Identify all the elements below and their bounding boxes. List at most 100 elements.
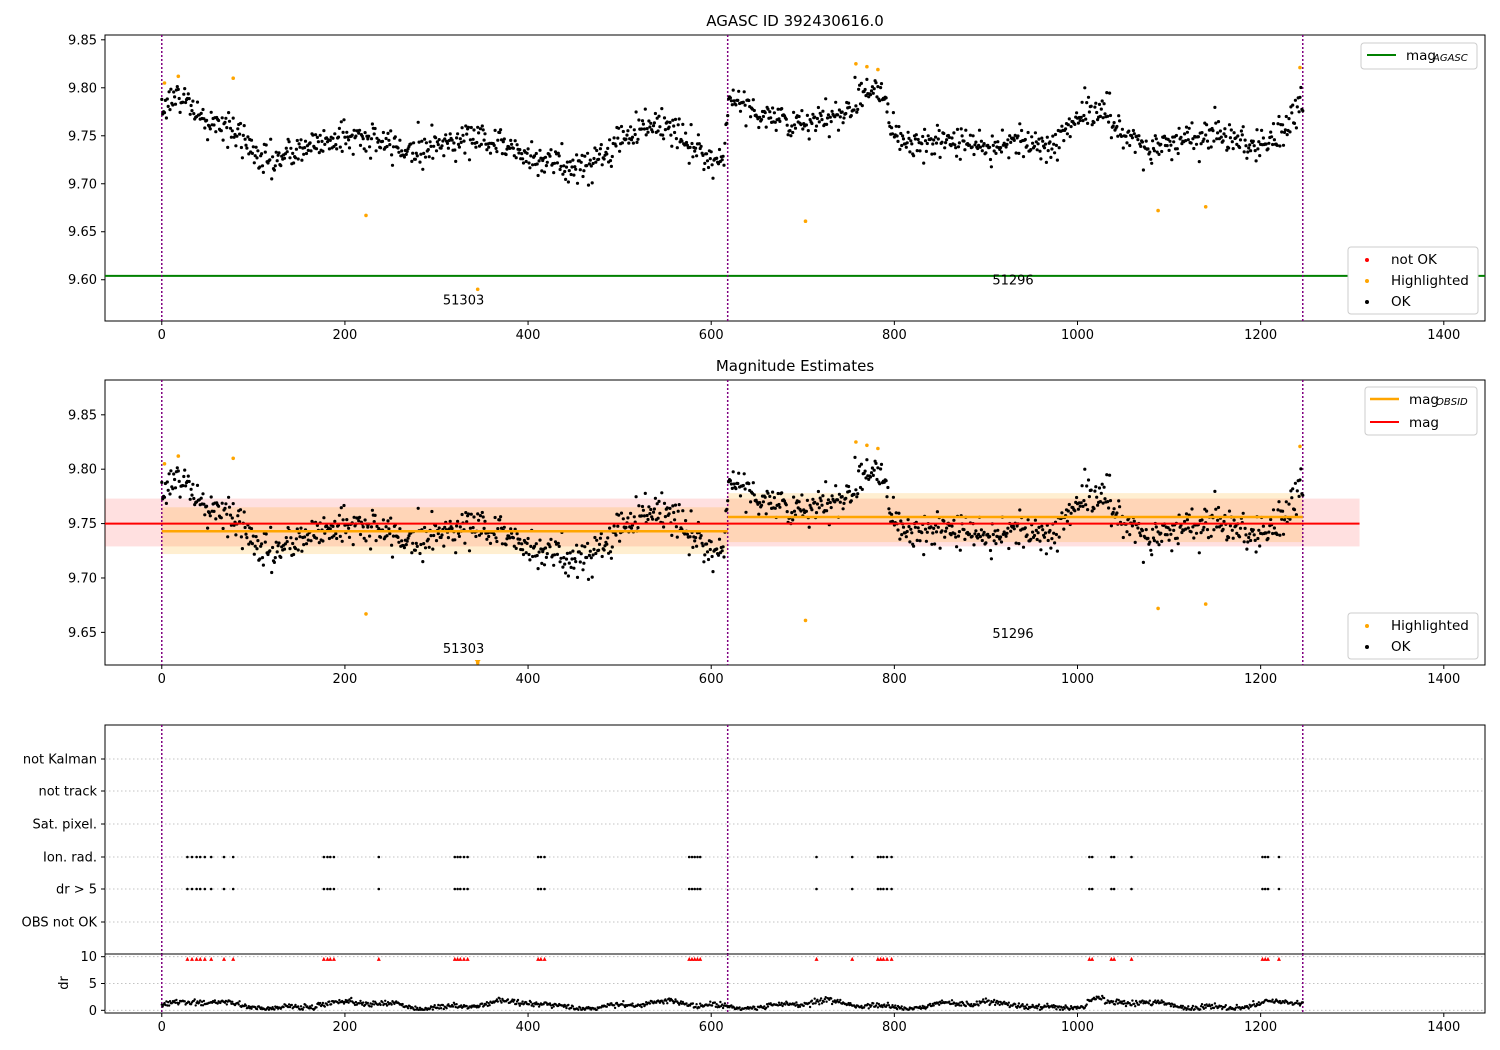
estimates-ytick-label-1: 9.70 [68, 571, 97, 586]
agasc-ok-point [1261, 136, 1265, 140]
dr-point [447, 1003, 450, 1006]
agasc-ok-point [1096, 118, 1100, 122]
agasc-ok-point [1230, 140, 1234, 144]
estimates-highlighted-point [854, 440, 858, 444]
agasc-ok-point [494, 146, 498, 150]
agasc-ok-point [560, 142, 564, 146]
agasc-ok-point [663, 128, 668, 132]
dr-point [436, 1006, 439, 1009]
agasc-ok-point [930, 152, 934, 156]
estimates-ok-point [1087, 495, 1091, 499]
dr-point [894, 1004, 897, 1007]
agasc-ok-point [926, 134, 930, 138]
dr-clipped-marker [231, 956, 236, 961]
agasc-ok-point [509, 138, 513, 142]
estimates-ok-point [1128, 533, 1132, 537]
estimates-ok-point [1108, 499, 1113, 503]
estimates-ok-point [455, 524, 459, 528]
dr-point [460, 1004, 463, 1007]
agasc-ok-point [901, 134, 905, 138]
estimates-ok-point [1175, 536, 1179, 540]
agasc-xtick-label-6: 1200 [1244, 328, 1277, 343]
agasc-ok-point [1256, 147, 1260, 151]
agasc-ok-point [1267, 141, 1271, 145]
agasc-ok-point [657, 114, 661, 118]
agasc-ok-point [1291, 103, 1295, 107]
estimates-ok-point [447, 527, 451, 531]
estimates-ok-point [245, 536, 249, 540]
estimates-ok-point [731, 470, 735, 474]
estimates-ok-point [647, 505, 651, 509]
estimates-ok-point [341, 518, 345, 522]
dr-point [290, 1003, 293, 1007]
estimates-ok-point [579, 552, 583, 556]
dr-point [1112, 1000, 1115, 1003]
agasc-ok-point [1144, 139, 1148, 143]
estimates-ok-point [1184, 527, 1188, 531]
estimates-ok-point [538, 538, 542, 542]
dr-point [1154, 999, 1157, 1002]
flag-point [687, 855, 691, 859]
dr-point [437, 1003, 440, 1007]
agasc-ok-point [852, 108, 856, 112]
agasc-ok-point [188, 112, 192, 116]
agasc-ok-point [764, 125, 768, 129]
estimates-ok-point [874, 461, 878, 465]
agasc-ok-point [840, 110, 844, 114]
agasc-ok-point [209, 110, 213, 114]
dr-point [445, 1007, 448, 1010]
estimates-ok-point [870, 466, 875, 470]
agasc-ok-point [419, 152, 423, 156]
estimates-ok-point [400, 539, 404, 543]
estimates-ok-point [772, 496, 777, 500]
estimates-ok-point [217, 504, 221, 508]
agasc-ok-point [1018, 122, 1022, 126]
agasc-ok-point [1089, 104, 1093, 108]
dr-point [817, 1000, 820, 1003]
agasc-ok-point [977, 128, 982, 132]
estimates-ok-point [852, 492, 856, 496]
dr-point [1085, 1003, 1088, 1006]
estimates-ok-point [703, 553, 707, 557]
estimates-ok-point [931, 531, 935, 535]
dr-point [880, 1004, 883, 1007]
agasc-ok-point [323, 142, 327, 146]
agasc-upper-legend-box [1360, 42, 1478, 70]
estimates-ok-point [415, 544, 419, 549]
agasc-ok-point [605, 152, 609, 156]
dr-point [527, 1003, 531, 1006]
estimates-ok-point [182, 474, 186, 479]
estimates-ok-point [373, 513, 377, 518]
estimates-ok-point [234, 533, 238, 537]
estimates-highlighted-point [1156, 606, 1160, 611]
estimates-ok-point [1031, 530, 1035, 534]
estimates-ok-point [947, 523, 951, 528]
dr-clipped-marker [881, 956, 886, 961]
agasc-ok-point [1132, 132, 1136, 136]
dr-point [932, 1004, 935, 1007]
agasc-ok-point [716, 162, 721, 166]
agasc-ok-point [648, 125, 652, 129]
agasc-ok-point [943, 146, 947, 150]
agasc-ok-point [269, 137, 273, 141]
estimates-ok-point [524, 551, 528, 555]
estimates-ok-point [785, 510, 789, 514]
estimates-ok-point [390, 543, 394, 547]
agasc-ok-point [629, 125, 633, 129]
estimates-ok-point [908, 540, 912, 544]
flag-point [698, 855, 702, 859]
agasc-ok-point [1199, 142, 1203, 146]
agasc-ok-point [619, 124, 624, 129]
estimates-ok-point [199, 496, 203, 500]
dr-point [349, 1000, 352, 1003]
estimates-ok-point [437, 526, 441, 530]
agasc-ok-point [534, 151, 538, 156]
estimates-ok-point [825, 509, 829, 513]
estimates-ytick-label-2: 9.75 [68, 517, 97, 532]
agasc-ok-point [181, 100, 185, 104]
estimates-ok-point [681, 509, 685, 513]
dr-point [688, 1004, 692, 1007]
estimates-ok-point [543, 546, 548, 550]
estimates-ok-point [1105, 473, 1109, 477]
